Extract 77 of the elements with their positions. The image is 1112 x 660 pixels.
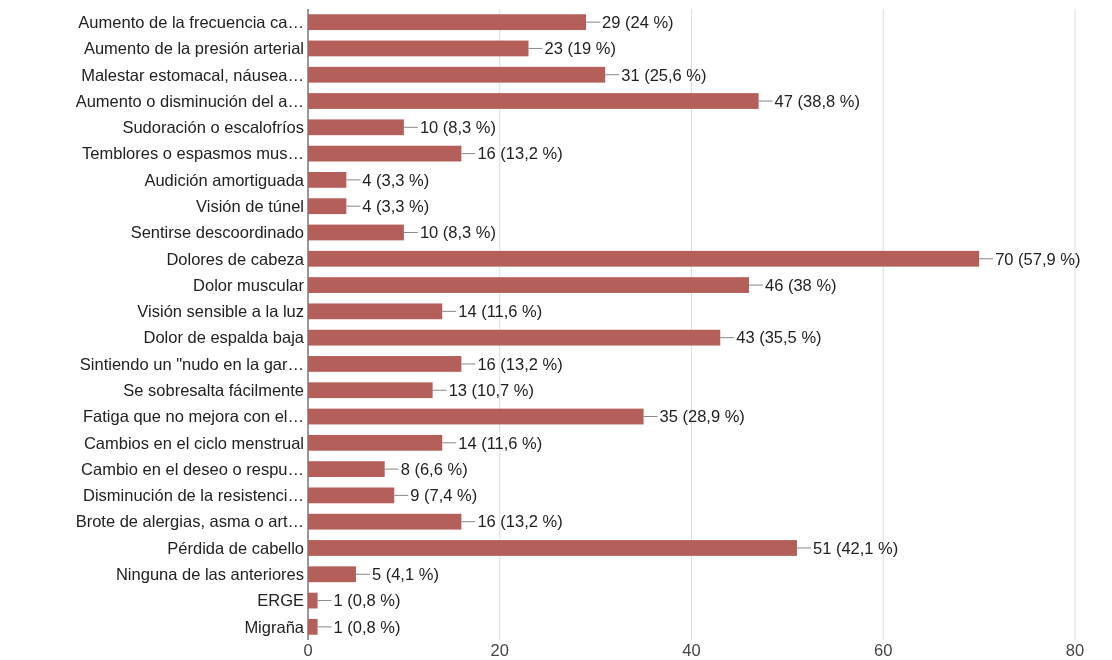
y-tick-label: Aumento de la frecuencia ca… (78, 12, 304, 31)
y-tick-label: Aumento o disminución del a… (75, 91, 304, 110)
bar (308, 513, 462, 530)
data-label: 16 (13,2 %) (477, 512, 563, 531)
y-tick-label: Fatiga que no mejora con el… (82, 407, 304, 426)
y-tick-label: ERGE (257, 591, 304, 610)
data-label: 4 (3,3 %) (362, 170, 430, 189)
bar (308, 487, 395, 504)
bar (308, 303, 443, 320)
y-tick-label: Disminución de la resistenci… (82, 486, 304, 505)
y-tick-label: Malestar estomacal, náusea… (81, 65, 304, 84)
data-label: 31 (25,6 %) (621, 65, 707, 84)
bar (308, 224, 404, 241)
x-tick-label: 20 (490, 641, 509, 659)
y-tick-label: Brote de alergias, asma o art… (75, 512, 304, 531)
data-label: 4 (3,3 %) (362, 196, 430, 215)
data-label: 8 (6,6 %) (400, 459, 468, 478)
y-tick-label: Sudoración o escalofríos (122, 118, 304, 137)
x-tick-label: 60 (874, 641, 893, 659)
y-tick-label: Pérdida de cabello (167, 538, 304, 557)
bar (308, 408, 644, 425)
data-label: 10 (8,3 %) (419, 223, 496, 242)
data-label: 46 (38 %) (765, 275, 837, 294)
bar (308, 277, 750, 293)
y-tick-label: Se sobresalta fácilmente (123, 381, 304, 399)
data-label: 51 (42,1 %) (812, 538, 899, 557)
data-label: 10 (8,3 %) (419, 118, 496, 137)
data-label: 5 (4,1 %) (371, 565, 439, 584)
data-label: 9 (7,4 %) (410, 486, 478, 505)
bar (308, 250, 980, 267)
y-tick-label: Dolor muscular (193, 275, 305, 294)
data-label: 23 (19 %) (544, 39, 617, 58)
data-label: 13 (10,7 %) (448, 381, 534, 399)
y-tick-label: Dolor de espalda baja (143, 328, 305, 347)
data-label: 29 (24 %) (602, 12, 674, 31)
bar (308, 93, 759, 109)
y-tick-label: Sentirse descoordinado (130, 223, 304, 242)
y-tick-label: Sintiendo un "nudo en la gar… (79, 354, 304, 373)
data-label: 1 (0,8 %) (333, 617, 401, 636)
y-tick-label: Visión sensible a la luz (137, 302, 304, 321)
data-label: 47 (38,8 %) (774, 91, 860, 110)
y-tick-label: Cambios en el ciclo menstrual (83, 433, 304, 452)
bar (308, 618, 318, 635)
y-tick-label: Migraña (244, 617, 305, 636)
data-label: 1 (0,8 %) (333, 591, 401, 610)
bar (308, 382, 433, 399)
bar (308, 566, 356, 583)
bar (308, 356, 462, 372)
bar (308, 329, 721, 346)
y-tick-label: Ninguna de las anteriores (115, 565, 304, 584)
bar (308, 145, 462, 162)
bar (308, 14, 587, 31)
y-tick-label: Audición amortiguada (144, 170, 305, 189)
bar (308, 540, 797, 556)
data-label: 43 (35,5 %) (736, 328, 822, 347)
bar (308, 461, 385, 477)
data-label: 16 (13,2 %) (477, 144, 563, 163)
bar (308, 198, 347, 215)
y-tick-label: Cambio en el deseo o respu… (81, 459, 304, 478)
data-label: 14 (11,6 %) (458, 302, 543, 321)
data-label: 16 (13,2 %) (477, 354, 563, 373)
y-tick-label: Temblores o espasmos mus… (82, 144, 304, 163)
y-tick-label: Dolores de cabeza (166, 249, 305, 268)
data-label: 35 (28,9 %) (659, 407, 745, 426)
data-label: 14 (11,6 %) (458, 433, 543, 452)
bar (308, 592, 318, 609)
x-tick-label: 40 (682, 641, 701, 659)
y-tick-label: Visión de túnel (196, 196, 304, 215)
bar (308, 434, 443, 451)
bar (308, 66, 606, 83)
x-tick-label: 80 (1065, 641, 1085, 659)
bar (308, 172, 347, 188)
bar (308, 119, 404, 136)
bar (308, 40, 529, 57)
y-tick-label: Aumento de la presión arterial (83, 39, 304, 58)
x-tick-label: 0 (303, 641, 313, 659)
data-label: 70 (57,9 %) (995, 249, 1081, 268)
